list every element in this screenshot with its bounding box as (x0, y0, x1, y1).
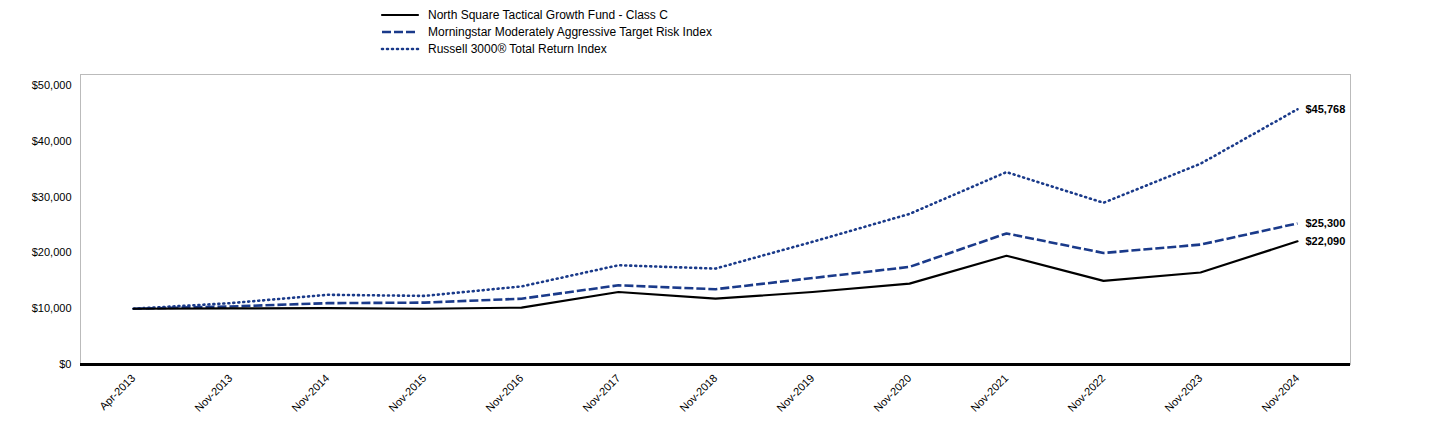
svg-text:Apr-2013: Apr-2013 (97, 372, 137, 412)
svg-text:Nov-2019: Nov-2019 (774, 372, 816, 414)
svg-text:$10,000: $10,000 (32, 302, 72, 314)
svg-text:Nov-2013: Nov-2013 (192, 372, 234, 414)
svg-text:$45,768: $45,768 (1306, 103, 1346, 115)
svg-text:Nov-2022: Nov-2022 (1065, 372, 1107, 414)
svg-text:Nov-2020: Nov-2020 (871, 372, 913, 414)
html-text:Russell 3000® Total Return Ind: Russell 3000® Total Return Index (428, 42, 607, 56)
svg-text:Nov-2018: Nov-2018 (677, 372, 719, 414)
svg-text:Nov-2024: Nov-2024 (1259, 372, 1301, 414)
svg-text:Nov-2014: Nov-2014 (289, 372, 331, 414)
svg-text:Nov-2021: Nov-2021 (968, 372, 1010, 414)
svg-text:$30,000: $30,000 (32, 191, 72, 203)
svg-text:$40,000: $40,000 (32, 135, 72, 147)
svg-text:Nov-2017: Nov-2017 (580, 372, 622, 414)
svg-text:Nov-2016: Nov-2016 (483, 372, 525, 414)
svg-text:Nov-2015: Nov-2015 (386, 372, 428, 414)
svg-text:$50,000: $50,000 (32, 79, 72, 91)
svg-text:Nov-2023: Nov-2023 (1162, 372, 1204, 414)
svg-text:$25,300: $25,300 (1306, 217, 1346, 229)
svg-text:$22,090: $22,090 (1306, 235, 1346, 247)
html-text:Morningstar Moderately Aggress: Morningstar Moderately Aggressive Target… (428, 25, 712, 39)
svg-text:$0: $0 (59, 358, 71, 370)
html-text:North Square Tactical Growth F: North Square Tactical Growth Fund - Clas… (428, 8, 668, 22)
svg-text:$20,000: $20,000 (32, 246, 72, 258)
